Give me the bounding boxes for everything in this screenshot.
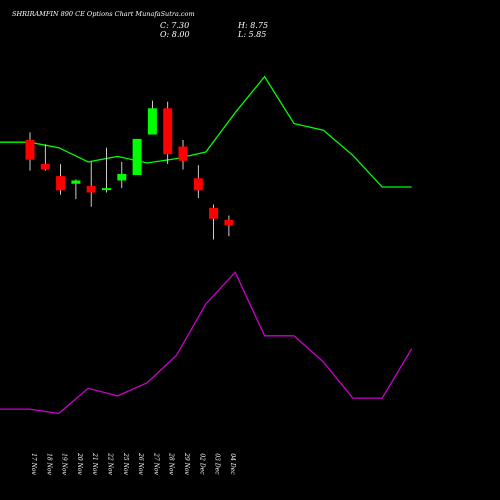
candle-body bbox=[193, 178, 203, 191]
candle bbox=[71, 179, 81, 200]
x-tick-label: 22 Nov bbox=[107, 452, 114, 475]
candle bbox=[25, 132, 35, 171]
candle bbox=[86, 161, 96, 207]
x-tick-label: 28 Nov bbox=[168, 452, 175, 475]
candle-body bbox=[102, 188, 111, 191]
x-tick-label: 04 Dec bbox=[229, 453, 236, 475]
x-tick-label: 29 Nov bbox=[183, 452, 190, 475]
x-tick-label: 20 Nov bbox=[76, 452, 83, 475]
candle bbox=[209, 204, 219, 240]
candle bbox=[163, 101, 173, 165]
candle bbox=[56, 164, 66, 195]
candle-body bbox=[117, 173, 127, 181]
high-value: H: 8.75 bbox=[237, 21, 268, 30]
candle-body bbox=[86, 185, 96, 193]
x-axis-labels: 17 Nov 18 Nov 19 Nov 20 Nov 21 Nov 22 Nov 25 N… bbox=[30, 452, 236, 475]
candle-body bbox=[209, 207, 219, 219]
candle-body bbox=[147, 108, 157, 135]
candle bbox=[147, 100, 157, 135]
x-tick-label: 27 Nov bbox=[152, 452, 159, 475]
x-tick-label: 17 Nov bbox=[30, 453, 37, 475]
candle bbox=[102, 147, 111, 193]
x-tick-label: 25 Nov bbox=[122, 452, 129, 475]
candle bbox=[193, 165, 203, 198]
x-tick-label: 19 Nov bbox=[61, 453, 68, 475]
candle bbox=[178, 140, 188, 170]
candle bbox=[224, 215, 234, 237]
x-tick-label: 18 Nov bbox=[45, 453, 52, 475]
candle-body bbox=[132, 138, 142, 175]
chart-title: SHRIRAMFIN 890 CE Options Chart MunafaSu… bbox=[12, 10, 195, 18]
low-value: L: 5.85 bbox=[237, 30, 266, 39]
close-value: C: 7.30 bbox=[160, 21, 189, 30]
x-tick-label: 02 Dec bbox=[198, 453, 205, 475]
candles bbox=[25, 100, 234, 240]
overlay-line-1 bbox=[0, 75, 412, 188]
candle-body bbox=[25, 140, 35, 160]
candle-body bbox=[71, 180, 81, 184]
candle bbox=[40, 144, 50, 171]
candle-body bbox=[163, 108, 173, 155]
x-tick-label: 21 Nov bbox=[91, 452, 98, 475]
candle-body bbox=[178, 146, 188, 161]
candle-body bbox=[56, 176, 66, 191]
overlay-line-2 bbox=[0, 271, 413, 415]
open-value: O: 8.00 bbox=[160, 30, 190, 39]
candle bbox=[117, 161, 127, 189]
overlay-lines bbox=[0, 75, 413, 415]
x-tick-label: 26 Nov bbox=[137, 452, 144, 475]
candle bbox=[132, 138, 142, 175]
candle-body bbox=[224, 219, 234, 226]
candle-body bbox=[40, 164, 50, 170]
x-tick-label: 03 Dec bbox=[214, 453, 221, 475]
